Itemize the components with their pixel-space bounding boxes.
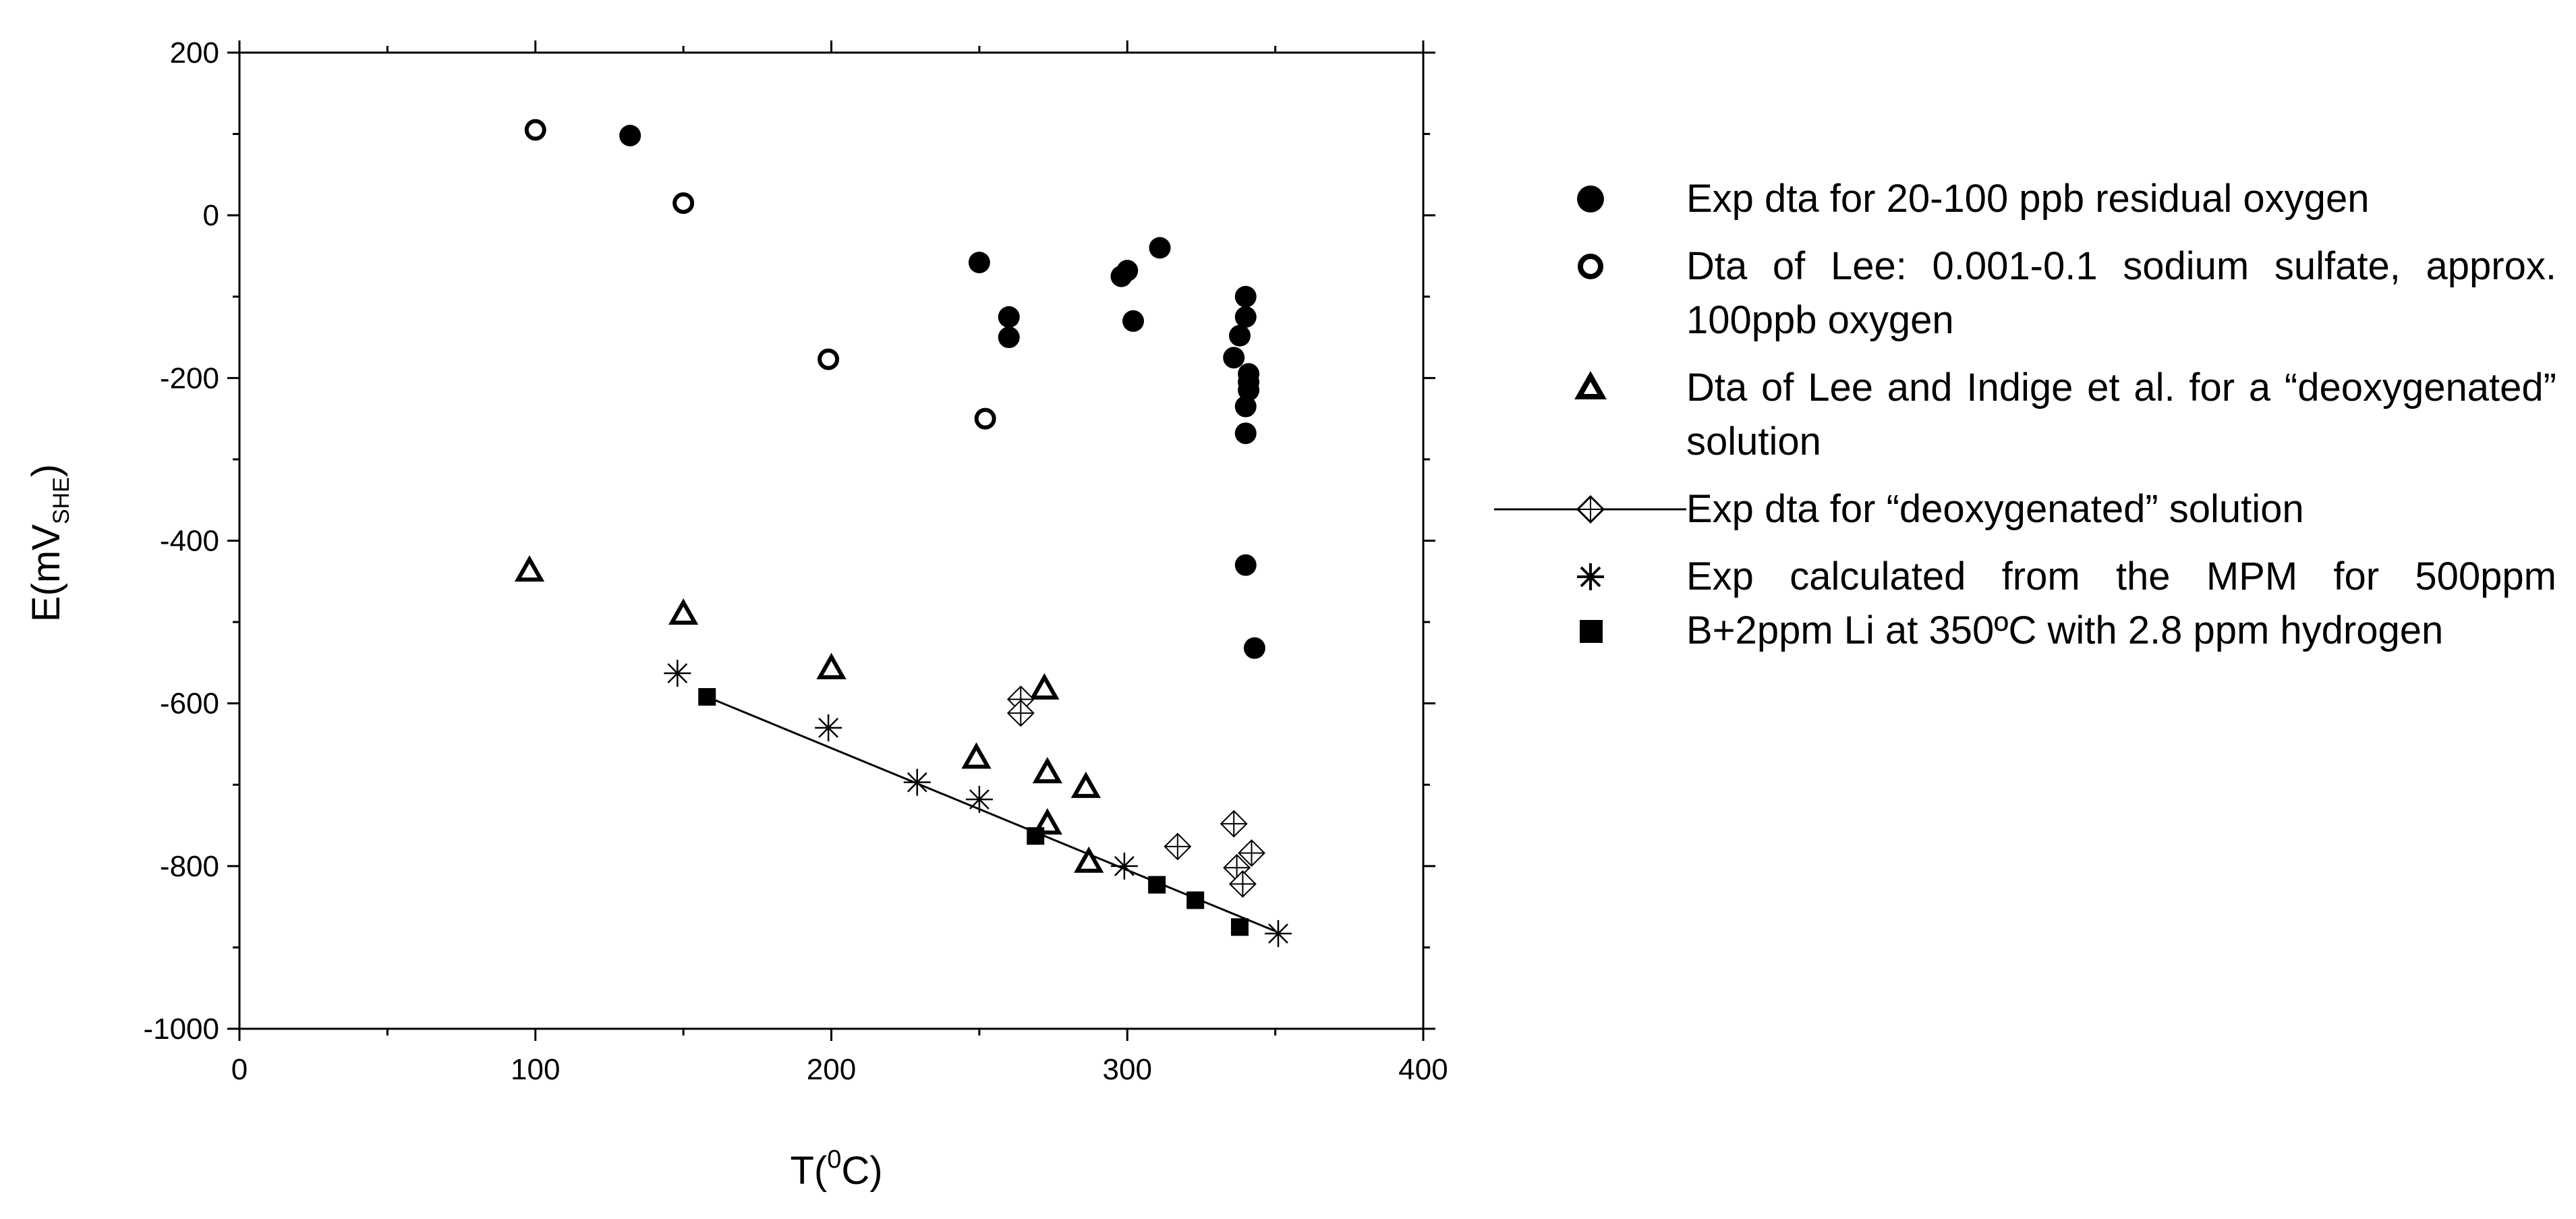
data-point-filled-circle [619, 124, 641, 146]
data-point-filled-square [698, 688, 716, 706]
scatter-chart: 0 100 200 300 400 -1000 -800 -600 -400 -200 0 200 T… [24, 36, 1448, 1193]
data-point-filled-circle [1234, 285, 1257, 308]
data-point-open-triangle [1032, 757, 1062, 784]
legend-symbol [1577, 563, 1604, 590]
y-axis-title: E(mVSHE) [24, 464, 74, 622]
legend-item: Exp calculated from the MPM for 500ppm B… [1484, 550, 2556, 658]
legend-label: Exp dta for 20-100 ppb residual oxygen [1686, 177, 2370, 221]
axis-ticks [227, 40, 1435, 1041]
data-point-filled-circle [998, 327, 1020, 349]
data-point-filled-circle [968, 252, 990, 274]
data-point-open-circle [974, 407, 996, 430]
y-tick-label: 200 [170, 36, 219, 69]
data-marks [514, 119, 1292, 947]
data-point-filled-circle [1234, 395, 1257, 418]
data-point-open-triangle [1074, 846, 1104, 873]
legend-marker-filled-square [1580, 620, 1603, 643]
x-axis-title: T(0C) [790, 1145, 882, 1193]
x-tick-label: 300 [1103, 1053, 1152, 1086]
data-point-open-triangle [514, 555, 545, 582]
legend-item: Dta of Lee and Indige et al. for a “deox… [1484, 361, 2556, 469]
legend-marker-filled-circle [1577, 186, 1604, 212]
data-point-diamond-cross [1220, 810, 1248, 838]
data-point-filled-circle [998, 306, 1020, 328]
axis-tick-labels: 0 100 200 300 400 -1000 -800 -600 -400 -200 0 200 [143, 36, 1448, 1086]
legend-marker-open-circle [1578, 254, 1603, 279]
y-tick-label: 0 [203, 199, 219, 232]
legend-label: Exp calculated from the MPM for 500ppm B… [1686, 555, 2556, 652]
data-point-diamond-cross [1238, 839, 1265, 867]
data-point-open-circle [672, 192, 695, 215]
series-open-circle [524, 119, 996, 430]
data-point-filled-circle [1149, 237, 1171, 259]
x-tick-label: 0 [231, 1053, 248, 1086]
data-point-asterisk [664, 660, 691, 687]
data-point-open-triangle [1029, 673, 1060, 700]
y-tick-label: -800 [160, 850, 219, 883]
data-point-diamond-cross [1164, 832, 1192, 861]
legend-item: Exp dta for 20-100 ppb residual oxygen [1484, 172, 2556, 226]
data-point-diamond-cross [1006, 699, 1035, 727]
data-point-asterisk [815, 714, 842, 741]
legend-label: Exp dta for “deoxygenated” solution [1686, 487, 2304, 531]
data-point-filled-circle [1223, 347, 1245, 369]
data-point-asterisk [1265, 919, 1292, 947]
series-filled-circle [619, 124, 1265, 659]
legend-item: Dta of Lee: 0.001-0.1 sodium sulfate, ap… [1484, 239, 2556, 347]
data-point-filled-circle [1122, 310, 1145, 332]
data-point-filled-circle [1234, 422, 1257, 445]
legend-marker-open-triangle [1574, 370, 1607, 399]
y-tick-label: -400 [160, 525, 219, 558]
legend-diamond-cross [1576, 494, 1605, 524]
legend-item: Exp dta for “deoxygenated” solution [1484, 482, 2556, 536]
data-point-filled-circle [1234, 554, 1257, 576]
series-diamond-cross [1006, 685, 1265, 898]
data-point-filled-circle [1116, 260, 1139, 282]
legend-symbol [1574, 370, 1607, 399]
y-tick-label: -1000 [143, 1013, 219, 1046]
data-point-filled-circle [1243, 637, 1265, 659]
legend-marker-asterisk [1577, 563, 1604, 590]
x-tick-label: 200 [807, 1053, 856, 1086]
regression-line [706, 696, 1276, 932]
y-tick-label: -600 [160, 687, 219, 720]
data-point-open-triangle [816, 652, 847, 679]
data-point-open-triangle [668, 598, 699, 625]
y-tick-label: -200 [160, 362, 219, 395]
data-point-filled-circle [1234, 306, 1257, 328]
fit-line [706, 696, 1276, 932]
data-point-open-triangle [1070, 771, 1101, 798]
data-point-open-circle [524, 119, 546, 141]
legend: Exp dta for 20-100 ppb residual oxygen Dt… [1484, 172, 2556, 671]
legend-label: Dta of Lee and Indige et al. for a “deox… [1686, 366, 2556, 463]
legend-marker-diamond-cross-line [1494, 494, 1686, 524]
legend-symbol [1577, 186, 1604, 212]
data-point-filled-square [1186, 891, 1205, 909]
data-point-filled-square [1148, 876, 1166, 894]
series-asterisk [664, 660, 1292, 947]
series-filled-square [698, 688, 1249, 936]
data-point-asterisk [903, 768, 931, 796]
data-point-filled-circle [1238, 379, 1260, 401]
legend-symbol [1578, 254, 1603, 279]
data-point-filled-square [1027, 827, 1045, 845]
data-point-asterisk [965, 785, 993, 813]
x-tick-label: 100 [511, 1053, 560, 1086]
data-point-open-triangle [961, 742, 992, 769]
data-point-filled-square [1230, 918, 1249, 936]
data-point-diamond-cross [1228, 870, 1257, 898]
data-point-asterisk [1110, 852, 1138, 880]
legend-label: Dta of Lee: 0.001-0.1 sodium sulfate, ap… [1686, 244, 2556, 342]
data-point-open-circle [818, 348, 840, 370]
data-point-filled-circle [1228, 324, 1251, 347]
series-open-triangle [514, 555, 1104, 873]
x-tick-label: 400 [1398, 1053, 1448, 1086]
